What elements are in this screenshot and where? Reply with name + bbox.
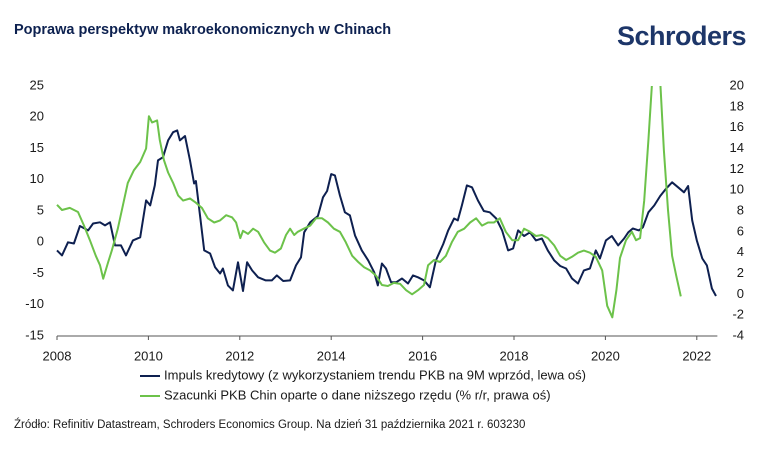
y2-tick-label: 8 bbox=[737, 202, 744, 217]
series-line bbox=[56, 86, 682, 319]
legend-label: Szacunki PKB Chin oparte o dane niższego… bbox=[164, 387, 551, 402]
y2-tick-label: 16 bbox=[730, 119, 744, 134]
y-tick-label: -5 bbox=[32, 265, 44, 280]
y2-tick-label: 18 bbox=[730, 98, 744, 113]
x-tick-label: 2008 bbox=[43, 348, 72, 363]
y2-tick-label: 6 bbox=[737, 223, 744, 238]
x-tick-label: 2016 bbox=[408, 348, 437, 363]
y2-tick-label: 0 bbox=[737, 286, 744, 301]
y-tick-label: 15 bbox=[30, 140, 44, 155]
x-tick-label: 2010 bbox=[134, 348, 163, 363]
y2-tick-label: 12 bbox=[730, 161, 744, 176]
y2-tick-label: 10 bbox=[730, 182, 744, 197]
legend-label: Impuls kredytowy (z wykorzystaniem trend… bbox=[164, 367, 586, 382]
x-tick-label: 2014 bbox=[317, 348, 346, 363]
y2-tick-label: 14 bbox=[730, 140, 744, 155]
y-tick-label: 20 bbox=[30, 109, 44, 124]
y2-tick-label: 2 bbox=[737, 265, 744, 280]
y2-tick-label: -2 bbox=[732, 307, 744, 322]
y-tick-label: -10 bbox=[25, 296, 44, 311]
y-tick-label: -15 bbox=[25, 327, 44, 342]
series-line bbox=[56, 129, 717, 297]
y-tick-label: 25 bbox=[30, 77, 44, 92]
y2-tick-label: 20 bbox=[730, 77, 744, 92]
legend: Impuls kredytowy (z wykorzystaniem trend… bbox=[140, 367, 586, 402]
x-tick-label: 2020 bbox=[591, 348, 620, 363]
y-tick-label: 10 bbox=[30, 171, 44, 186]
y-tick-label: 5 bbox=[37, 202, 44, 217]
source-note: Źródło: Refinitiv Datastream, Schroders … bbox=[14, 418, 525, 431]
y2-tick-label: -4 bbox=[732, 327, 744, 342]
logo: Schroders bbox=[617, 21, 746, 51]
x-tick-label: 2018 bbox=[500, 348, 529, 363]
chart-title: Poprawa perspektyw makroekonomicznych w … bbox=[14, 22, 391, 38]
y2-tick-label: 4 bbox=[737, 244, 744, 259]
x-tick-label: 2012 bbox=[225, 348, 254, 363]
y-tick-label: 0 bbox=[37, 234, 44, 249]
x-tick-label: 2022 bbox=[682, 348, 711, 363]
